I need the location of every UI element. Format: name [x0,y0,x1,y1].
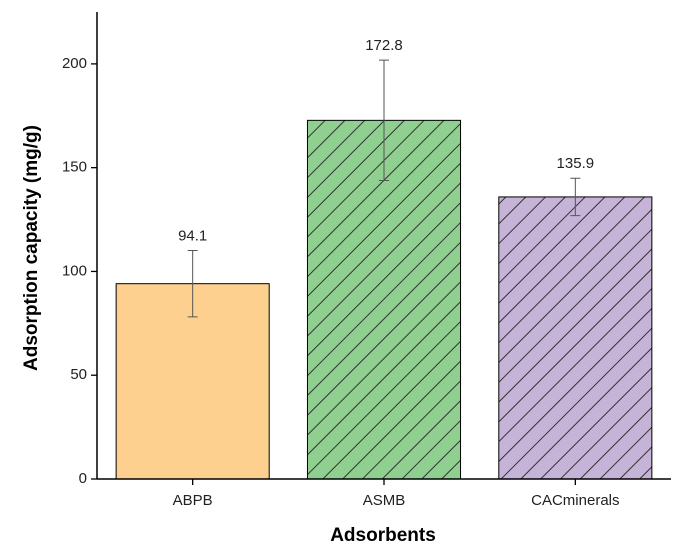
y-tick-label: 100 [62,262,87,279]
data-label: 94.1 [178,227,207,244]
error-bar [570,177,581,217]
y-tick-label: 150 [62,159,87,176]
error-bar [379,59,389,182]
y-tick-label: 200 [62,55,87,72]
y-axis-title: Adsorption capacity (mg/g) [21,125,42,371]
data-label: 172.8 [365,37,403,54]
bar [498,196,653,480]
x-tick-label: ABPB [173,492,213,509]
y-tick-label: 0 [79,470,87,487]
y-tick-label: 50 [70,366,87,383]
x-tick-label: CACminerals [531,492,619,509]
x-tick-label: ASMB [363,492,406,509]
x-axis-title: Adsorbents [330,525,436,546]
error-bar [187,249,198,318]
data-label: 135.9 [557,155,595,172]
